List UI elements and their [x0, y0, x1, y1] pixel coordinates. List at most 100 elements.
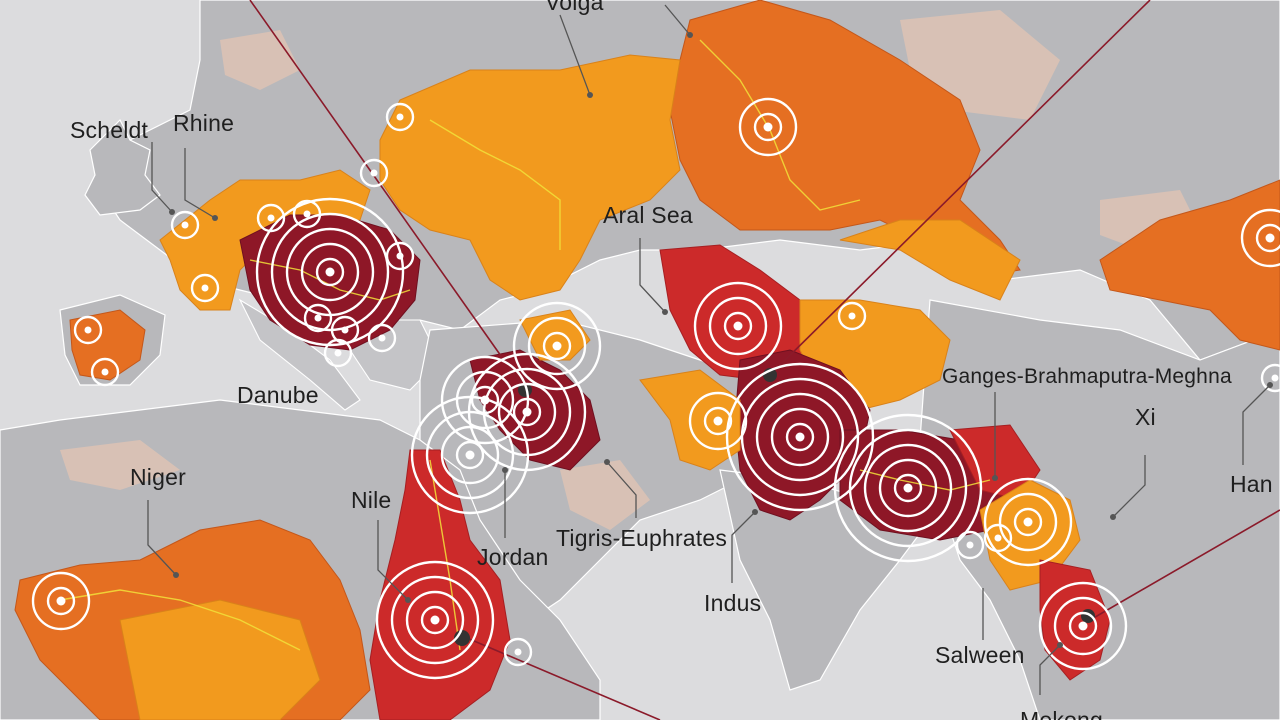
basin-aral-orange — [839, 219, 1021, 301]
ring-circle — [503, 637, 533, 667]
basin-niger-light — [119, 599, 321, 720]
ring-marker — [256, 203, 286, 233]
leader-volga — [559, 14, 591, 96]
river-nile — [429, 459, 461, 651]
ring-circle — [878, 458, 938, 518]
desert-patch-sahara — [60, 440, 180, 490]
leader-lines — [147, 4, 1273, 695]
ring-marker — [303, 303, 333, 333]
ring-marker — [31, 571, 91, 631]
ring-circle — [410, 395, 530, 515]
ring-circle — [983, 477, 1073, 567]
ring-marker — [73, 315, 103, 345]
ring-circle — [323, 338, 353, 368]
label-aral-sea: Aral Sea — [603, 202, 693, 228]
ring-marker — [837, 301, 867, 331]
ring-marker — [1260, 363, 1280, 393]
ring-circle — [723, 311, 753, 341]
label-rhine: Rhine — [173, 110, 234, 136]
pointer-line-mekong — [1089, 509, 1280, 621]
ring-core-dot — [181, 221, 189, 229]
ring-circle — [1013, 507, 1043, 537]
leader-dot-niger — [173, 572, 179, 578]
ring-circle — [1240, 208, 1280, 268]
pointer-line-nile — [459, 634, 661, 720]
ring-circle — [725, 362, 875, 512]
ring-marker — [833, 413, 983, 563]
ring-circle — [770, 407, 830, 467]
landmass-britain — [84, 118, 161, 216]
leader-nile — [377, 520, 409, 601]
ring-core-dot — [514, 648, 522, 656]
ring-marker — [323, 338, 353, 368]
ring-circle — [833, 413, 983, 563]
ring-core-dot — [325, 267, 335, 277]
ring-circle — [405, 590, 465, 650]
ring-circle — [470, 385, 500, 415]
river-danube — [249, 259, 411, 301]
ring-core-dot — [1023, 517, 1033, 527]
ring-marker — [1240, 208, 1280, 268]
ring-core-dot — [465, 450, 475, 460]
desert-patch-europe — [220, 30, 300, 90]
ring-core-dot — [1265, 233, 1275, 243]
ring-core-dot — [994, 534, 1002, 542]
leader-dot-indus — [752, 509, 758, 515]
ring-circle — [359, 158, 389, 188]
leader-indus — [731, 511, 756, 583]
leader-dot-xi — [1110, 514, 1116, 520]
ring-circle — [440, 425, 500, 485]
label-xi: Xi — [1135, 404, 1156, 430]
pointer-line-aral — [769, 0, 1151, 376]
label-ganges-brahmaputra-meghna: Ganges-Brahmaputra-Meghna — [942, 365, 1232, 388]
ring-core-dot — [101, 368, 109, 376]
label-jordan: Jordan — [477, 544, 549, 570]
ring-circle — [753, 112, 783, 142]
leader-scheldt — [151, 142, 173, 213]
leader-xi — [1112, 455, 1146, 518]
leader-dot-ganges — [992, 475, 998, 481]
label-salween: Salween — [935, 642, 1025, 668]
ring-core-dot — [334, 349, 342, 357]
basin-nile — [369, 449, 511, 720]
ring-circle — [542, 331, 572, 361]
ring-marker — [1038, 581, 1128, 671]
ring-marker — [503, 637, 533, 667]
ring-circle — [455, 440, 485, 470]
desert-patch-arabia — [560, 460, 650, 530]
leader-dot-scheldt — [169, 209, 175, 215]
ring-circle — [385, 241, 415, 271]
ring-core-dot — [966, 541, 974, 549]
leader-dot-volga — [587, 92, 593, 98]
ring-core-dot — [903, 483, 913, 493]
leader-tigris — [606, 461, 637, 518]
ring-marker — [385, 241, 415, 271]
ring-marker — [955, 530, 985, 560]
ring-core-dot — [763, 122, 773, 132]
ring-circle — [385, 102, 415, 132]
label-mekong: Mekong — [1020, 707, 1103, 720]
ring-circle — [785, 422, 815, 452]
ring-marker — [375, 560, 495, 680]
ring-circle — [955, 530, 985, 560]
leader-volga-north — [664, 4, 691, 36]
ring-circle — [1053, 596, 1113, 656]
ring-circle — [693, 281, 783, 371]
river-ganges — [859, 469, 991, 491]
ring-marker — [367, 323, 397, 353]
ring-circle — [190, 273, 220, 303]
ring-marker — [738, 97, 798, 157]
label-niger: Niger — [130, 464, 186, 490]
ring-marker — [983, 523, 1013, 553]
ring-circle — [425, 410, 515, 500]
ring-core-dot — [341, 326, 349, 334]
ring-circle — [90, 357, 120, 387]
pointer-line-danube — [249, 0, 526, 391]
ring-marker — [688, 391, 748, 451]
ring-marker — [983, 477, 1073, 567]
ring-circle — [367, 323, 397, 353]
ring-core-dot — [1078, 621, 1088, 631]
ring-core-dot — [84, 326, 92, 334]
ring-circle — [315, 257, 345, 287]
